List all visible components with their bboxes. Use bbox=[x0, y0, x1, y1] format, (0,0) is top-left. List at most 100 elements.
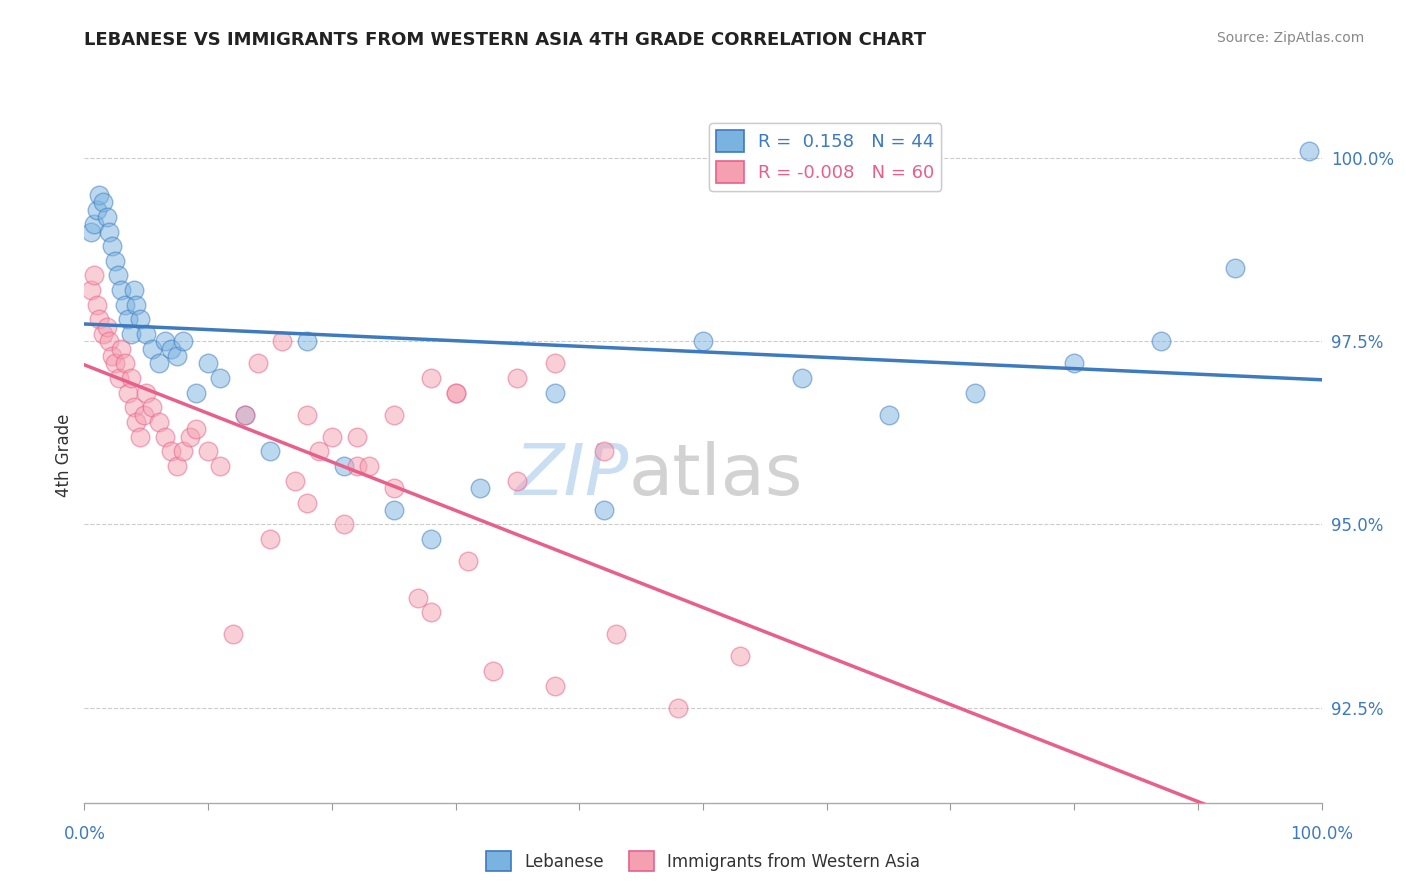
Point bbox=[96, 319, 118, 334]
Point bbox=[222, 627, 245, 641]
Point bbox=[148, 415, 170, 429]
Text: 100.0%: 100.0% bbox=[1291, 825, 1353, 843]
Point bbox=[333, 458, 356, 473]
Point bbox=[166, 458, 188, 473]
Point bbox=[86, 298, 108, 312]
Point bbox=[271, 334, 294, 349]
Point bbox=[125, 415, 148, 429]
Text: ZIP: ZIP bbox=[515, 442, 628, 510]
Point bbox=[382, 481, 405, 495]
Point bbox=[346, 429, 368, 443]
Point bbox=[129, 429, 152, 443]
Point bbox=[333, 517, 356, 532]
Point bbox=[98, 225, 121, 239]
Point bbox=[1150, 334, 1173, 349]
Point bbox=[91, 195, 114, 210]
Point bbox=[184, 385, 207, 400]
Point bbox=[357, 458, 380, 473]
Point bbox=[419, 532, 441, 546]
Point bbox=[110, 342, 132, 356]
Point bbox=[98, 334, 121, 349]
Point bbox=[125, 298, 148, 312]
Point bbox=[100, 239, 122, 253]
Point bbox=[91, 327, 114, 342]
Point bbox=[86, 202, 108, 217]
Point bbox=[506, 474, 529, 488]
Point bbox=[728, 649, 751, 664]
Point bbox=[1223, 261, 1246, 276]
Point bbox=[135, 385, 157, 400]
Point bbox=[160, 444, 183, 458]
Point bbox=[114, 356, 136, 370]
Point bbox=[172, 444, 194, 458]
Text: Source: ZipAtlas.com: Source: ZipAtlas.com bbox=[1216, 31, 1364, 45]
Point bbox=[96, 210, 118, 224]
Point bbox=[197, 356, 219, 370]
Point bbox=[284, 474, 307, 488]
Point bbox=[135, 327, 157, 342]
Point bbox=[408, 591, 430, 605]
Point bbox=[444, 385, 467, 400]
Point bbox=[79, 225, 101, 239]
Point bbox=[122, 283, 145, 297]
Point bbox=[132, 408, 155, 422]
Point bbox=[543, 679, 565, 693]
Point bbox=[89, 312, 111, 326]
Point bbox=[129, 312, 152, 326]
Point bbox=[114, 298, 136, 312]
Point bbox=[89, 188, 111, 202]
Point bbox=[506, 371, 529, 385]
Point bbox=[120, 327, 142, 342]
Y-axis label: 4th Grade: 4th Grade bbox=[55, 413, 73, 497]
Point bbox=[295, 408, 318, 422]
Point bbox=[1063, 356, 1085, 370]
Point bbox=[83, 268, 105, 283]
Point bbox=[543, 356, 565, 370]
Point bbox=[259, 444, 281, 458]
Text: LEBANESE VS IMMIGRANTS FROM WESTERN ASIA 4TH GRADE CORRELATION CHART: LEBANESE VS IMMIGRANTS FROM WESTERN ASIA… bbox=[84, 31, 927, 49]
Point bbox=[108, 371, 131, 385]
Point bbox=[172, 334, 194, 349]
Point bbox=[104, 356, 127, 370]
Point bbox=[153, 429, 176, 443]
Point bbox=[100, 349, 122, 363]
Point bbox=[179, 429, 201, 443]
Legend: Lebanese, Immigrants from Western Asia: Lebanese, Immigrants from Western Asia bbox=[479, 845, 927, 878]
Point bbox=[246, 356, 269, 370]
Point bbox=[148, 356, 170, 370]
Point bbox=[83, 217, 105, 231]
Point bbox=[419, 606, 441, 620]
Point bbox=[877, 408, 900, 422]
Point bbox=[692, 334, 714, 349]
Point bbox=[209, 371, 232, 385]
Point bbox=[666, 700, 689, 714]
Point bbox=[110, 283, 132, 297]
Point bbox=[209, 458, 232, 473]
Point bbox=[346, 458, 368, 473]
Point bbox=[120, 371, 142, 385]
Point bbox=[197, 444, 219, 458]
Point bbox=[457, 554, 479, 568]
Point bbox=[605, 627, 627, 641]
Point bbox=[117, 312, 139, 326]
Point bbox=[593, 503, 616, 517]
Point bbox=[233, 408, 256, 422]
Point bbox=[141, 342, 163, 356]
Point bbox=[104, 253, 127, 268]
Point bbox=[233, 408, 256, 422]
Point bbox=[308, 444, 330, 458]
Text: atlas: atlas bbox=[628, 442, 803, 510]
Point bbox=[790, 371, 813, 385]
Point bbox=[166, 349, 188, 363]
Point bbox=[1298, 144, 1320, 158]
Point bbox=[382, 408, 405, 422]
Point bbox=[382, 503, 405, 517]
Point bbox=[543, 385, 565, 400]
Point bbox=[117, 385, 139, 400]
Point bbox=[122, 401, 145, 415]
Point bbox=[419, 371, 441, 385]
Text: 0.0%: 0.0% bbox=[63, 825, 105, 843]
Point bbox=[141, 401, 163, 415]
Point bbox=[295, 495, 318, 509]
Point bbox=[107, 268, 129, 283]
